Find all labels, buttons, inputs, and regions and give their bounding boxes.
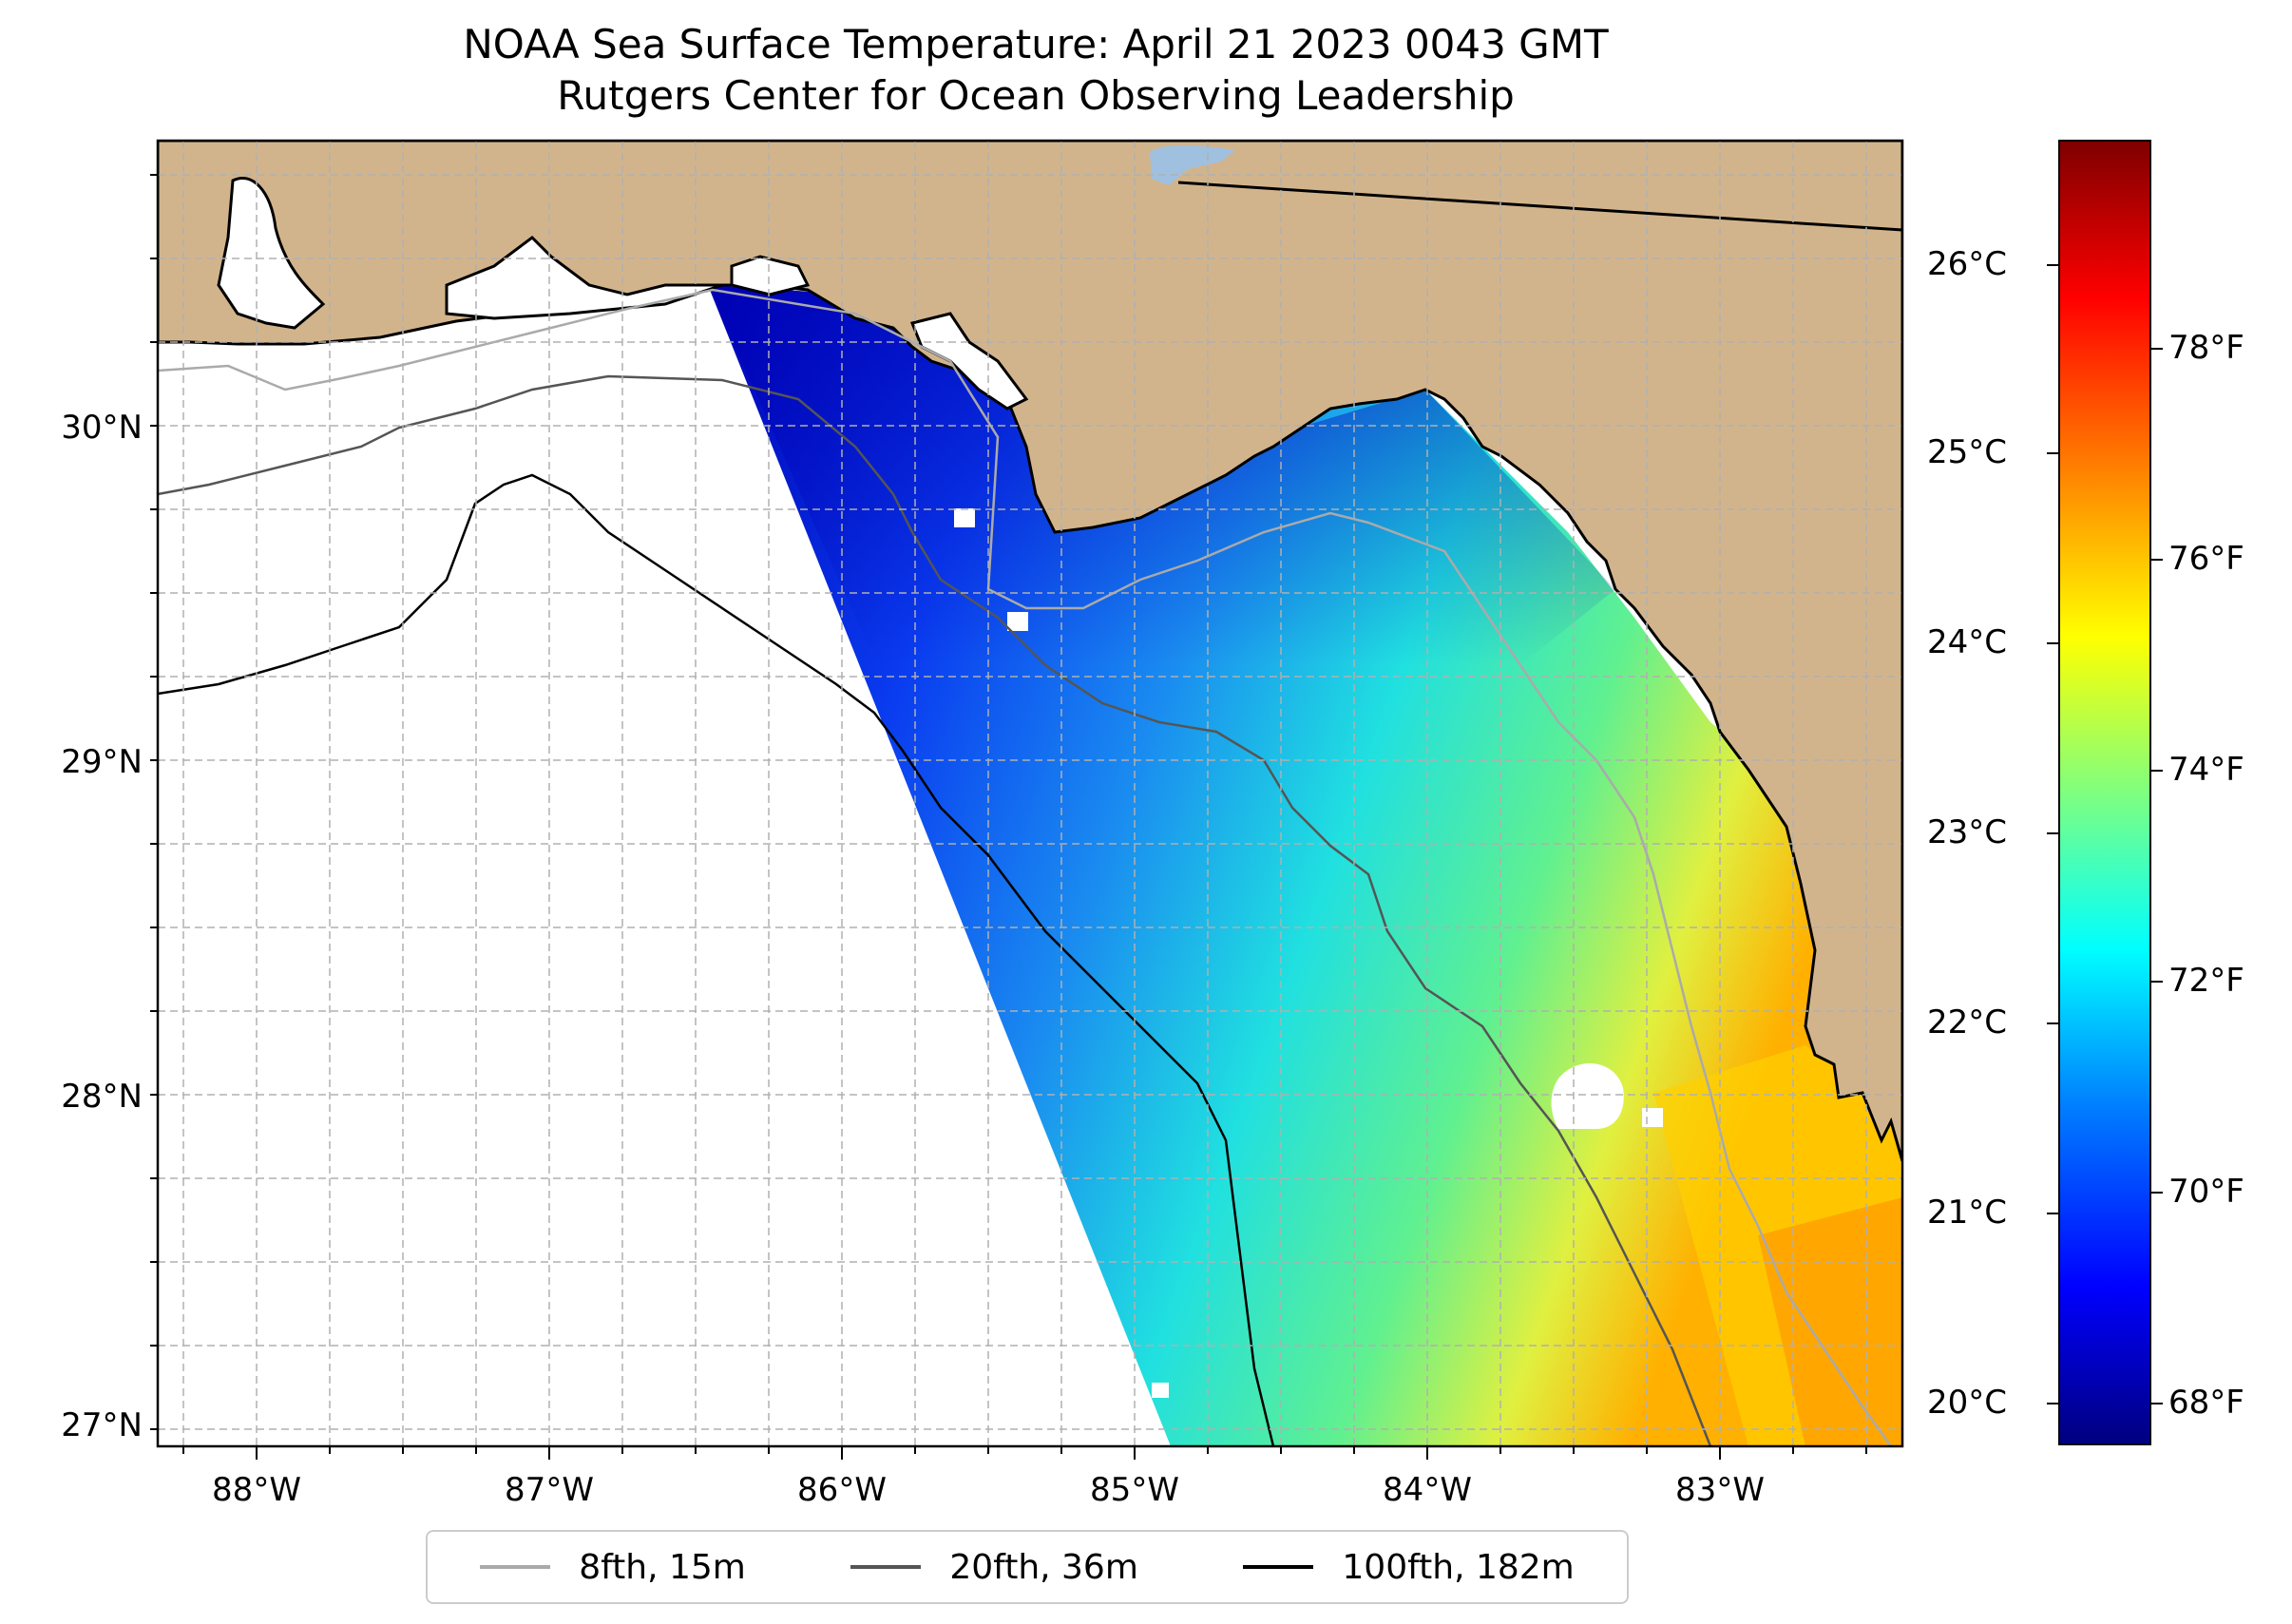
isobath-8fth [158, 288, 1893, 1446]
isobath-20fth [158, 374, 1712, 1446]
gridlines [158, 141, 1902, 1446]
colorbar-label-25c: 25°C [1927, 433, 2008, 471]
legend-label: 100fth, 182m [1342, 1547, 1575, 1587]
colorbar-tick-f [2151, 559, 2163, 561]
colorbar-tick-c [2047, 264, 2058, 266]
colorbar-label-22c: 22°C [1927, 1003, 2008, 1041]
colorbar-label-72f: 72°F [2168, 962, 2244, 1000]
isobath-100fth [158, 473, 1275, 1446]
lon-label-85: 85°W [1090, 1471, 1179, 1509]
map-title-line1: NOAA Sea Surface Temperature: April 21 2… [463, 21, 1609, 67]
isobath-legend: 8fth, 15m 20fth, 36m 100fth, 182m [426, 1530, 1629, 1604]
colorbar-tick-c [2047, 452, 2058, 454]
colorbar-tick-c [2047, 1213, 2058, 1214]
colorbar-tick-f [2151, 348, 2163, 350]
lon-label-88: 88°W [212, 1471, 301, 1509]
legend-item-20fth: 20fth, 36m [850, 1548, 1138, 1587]
lon-label-86: 86°W [797, 1471, 887, 1509]
colorbar-tick-c [2047, 832, 2058, 834]
lon-label-87: 87°W [505, 1471, 594, 1509]
colorbar-tick-f [2151, 981, 2163, 983]
colorbar-label-23c: 23°C [1927, 813, 2008, 851]
colorbar-label-24c: 24°C [1927, 623, 2008, 661]
cloud-gap [1551, 1062, 1624, 1129]
legend-label: 8fth, 15m [579, 1547, 746, 1587]
legend-item-8fth: 8fth, 15m [480, 1548, 746, 1587]
colorbar-tick-c [2047, 642, 2058, 644]
lon-label-83: 83°W [1675, 1471, 1765, 1509]
legend-item-100fth: 100fth, 182m [1243, 1547, 1575, 1587]
colorbar-tick-f [2151, 770, 2163, 772]
lat-label-28: 28°N [61, 1078, 143, 1116]
lon-label-84: 84°W [1383, 1471, 1472, 1509]
map-title-line2: Rutgers Center for Ocean Observing Leade… [557, 72, 1515, 119]
legend-swatch [480, 1565, 551, 1569]
colorbar-label-74f: 74°F [2168, 751, 2244, 789]
colorbar-label-21c: 21°C [1927, 1194, 2008, 1232]
legend-label: 20fth, 36m [949, 1547, 1138, 1587]
colorbar-tick-f [2151, 1403, 2163, 1404]
legend-swatch [1243, 1565, 1314, 1569]
colorbar-label-68f: 68°F [2168, 1384, 2244, 1422]
colorbar-tick-c [2047, 1403, 2058, 1404]
plot-frame [156, 139, 1904, 1448]
colorbar-label-78f: 78°F [2168, 329, 2244, 367]
colorbar-label-26c: 26°C [1927, 245, 2008, 283]
legend-swatch [850, 1565, 922, 1569]
colorbar-tick-c [2047, 1022, 2058, 1024]
colorbar [2058, 140, 2151, 1445]
lat-label-29: 29°N [61, 743, 143, 781]
colorbar-label-76f: 76°F [2168, 540, 2244, 578]
lat-label-27: 27°N [61, 1406, 143, 1444]
colorbar-label-20c: 20°C [1927, 1384, 2008, 1422]
colorbar-tick-f [2151, 1192, 2163, 1194]
lat-label-30: 30°N [61, 409, 143, 447]
colorbar-label-70f: 70°F [2168, 1173, 2244, 1211]
